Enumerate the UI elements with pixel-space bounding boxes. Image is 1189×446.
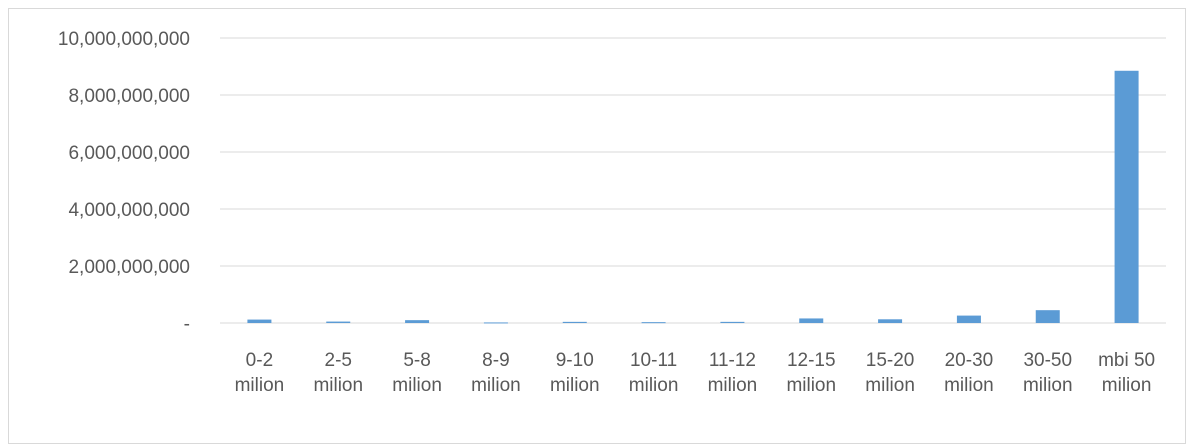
bar[interactable] [956, 315, 981, 323]
x-tick-label-line: milion [471, 375, 521, 396]
x-tick-label-line: milion [1023, 375, 1073, 396]
x-tick-label-line: 5-8 [403, 350, 430, 371]
x-tick-label: mbi 50 milion [1098, 350, 1155, 396]
x-tick-label: 8-9 milion [471, 350, 521, 396]
x-tick-label-line: milion [1102, 375, 1152, 396]
x-tick-label: 30-50 milion [1023, 350, 1073, 396]
bar[interactable] [247, 319, 272, 323]
y-tick-label: 6,000,000,000 [68, 143, 190, 164]
x-tick-label-line: 2-5 [325, 350, 352, 371]
bar[interactable] [641, 322, 666, 324]
x-tick-label-line: milion [550, 375, 600, 396]
x-tick-label-line: 12-15 [787, 350, 836, 371]
y-tick-label: 8,000,000,000 [68, 86, 190, 107]
chart-frame [8, 8, 1186, 444]
x-tick-label: 5-8 milion [392, 350, 442, 396]
bar[interactable] [1114, 70, 1139, 324]
y-tick-label: 4,000,000,000 [68, 200, 190, 221]
x-tick-label-line: milion [786, 375, 836, 396]
bar[interactable] [483, 322, 508, 324]
x-tick-label-line: mbi 50 [1098, 350, 1155, 371]
x-tick-label: 0-2 milion [235, 350, 285, 396]
bar[interactable] [405, 320, 430, 323]
x-tick-label-line: 8-9 [482, 350, 509, 371]
x-tick-label-line: 15-20 [866, 350, 915, 371]
x-tick-label-line: milion [313, 375, 363, 396]
x-tick-label: 9-10 milion [550, 350, 600, 396]
bar[interactable] [720, 321, 745, 323]
x-tick-label-line: 30-50 [1023, 350, 1072, 371]
x-tick-label-line: 0-2 [246, 350, 273, 371]
bar[interactable] [326, 321, 351, 323]
x-tick-label-line: 10-11 [630, 350, 677, 371]
x-tick-label-line: milion [708, 375, 758, 396]
x-tick-label: 12-15 milion [786, 350, 836, 396]
x-tick-label-line: 20-30 [945, 350, 994, 371]
x-tick-label-line: milion [235, 375, 285, 396]
x-tick-label: 20-30 milion [944, 350, 994, 396]
x-tick-label: 15-20 milion [865, 350, 915, 396]
x-tick-label: 10-11 milion [629, 350, 679, 396]
y-tick-label: 2,000,000,000 [68, 257, 190, 278]
x-tick-label-line: milion [392, 375, 442, 396]
x-tick-label: 11-12 milion [708, 350, 758, 396]
bar[interactable] [799, 318, 824, 323]
x-tick-label-line: milion [629, 375, 679, 396]
bar[interactable] [878, 319, 903, 323]
bar[interactable] [1035, 310, 1060, 323]
x-tick-label-line: 11-12 [709, 350, 756, 371]
x-tick-label: 2-5 milion [313, 350, 363, 396]
x-tick-label-line: milion [944, 375, 994, 396]
x-tick-label-line: 9-10 [556, 350, 594, 371]
bar[interactable] [562, 321, 587, 323]
y-tick-label: - [184, 314, 190, 335]
y-tick-label: 10,000,000,000 [58, 29, 190, 50]
x-tick-label-line: milion [865, 375, 915, 396]
